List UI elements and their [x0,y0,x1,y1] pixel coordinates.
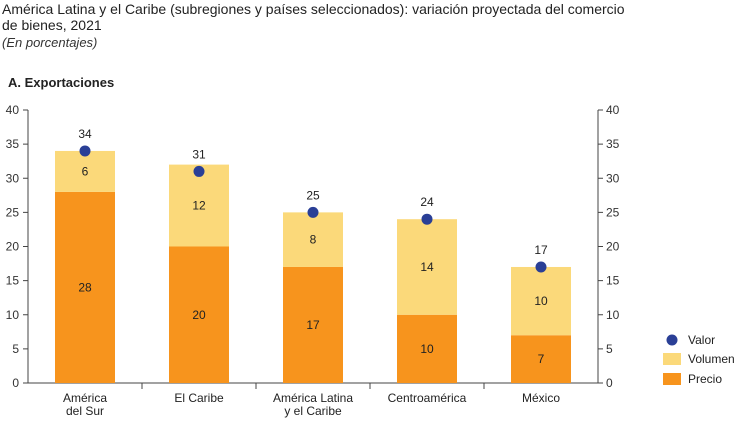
chart-title: América Latina y el Caribe (subregiones … [2,1,625,33]
bar-volumen-label: 8 [310,233,317,247]
bar-precio-label: 17 [306,318,320,332]
bar-precio-label: 10 [420,342,434,356]
legend-precio-marker [663,373,681,385]
y-tick-label-right: 20 [606,240,620,254]
valor-label: 25 [306,188,320,202]
valor-dot [535,261,547,273]
chart-subtitle: (En porcentajes) [2,35,98,50]
valor-dot [307,206,319,218]
y-tick-label-left: 15 [6,274,20,288]
bar-precio [55,191,115,383]
bar-precio [511,335,571,383]
x-category-label: El Caribe [174,391,224,405]
y-tick-label-right: 25 [606,205,620,219]
y-tick-label-left: 25 [6,205,20,219]
valor-dot [193,165,205,177]
valor-label: 24 [420,195,434,209]
y-tick-label-right: 0 [606,376,613,390]
bar-volumen [397,219,457,315]
y-tick-label-left: 30 [6,171,20,185]
bar-volumen-label: 6 [82,164,89,178]
panel-label: A. Exportaciones [8,75,115,90]
valor-label: 34 [78,127,92,141]
bar-volumen [283,212,343,267]
bar-precio [397,314,457,383]
bar-volumen [55,150,115,192]
y-tick-label-right: 10 [606,308,620,322]
legend-valor-label: Valor [688,333,715,347]
bar-precio-label: 20 [192,308,206,322]
y-tick-label-left: 0 [12,376,19,390]
valor-dot [421,213,433,225]
bar-precio [283,266,343,383]
y-tick-label-right: 40 [606,103,620,117]
y-tick-label-left: 10 [6,308,20,322]
bar-volumen [511,266,571,336]
bar-precio [169,246,229,383]
x-category-label: América Latina y el Caribe [273,391,353,418]
legend-volumen-label: Volumen [688,352,735,366]
bar-volumen [169,164,229,247]
bar-volumen-label: 14 [420,260,434,274]
y-tick-label-right: 30 [606,171,620,185]
y-tick-label-right: 15 [606,274,620,288]
bar-precio-label: 28 [78,280,92,294]
y-tick-label-left: 40 [6,103,20,117]
x-category-label: Centroamérica [388,391,467,405]
bar-volumen-label: 10 [534,294,548,308]
bar-precio-label: 7 [538,352,545,366]
legend-valor-marker [666,334,678,346]
legend-precio-label: Precio [688,372,722,386]
y-tick-label-left: 5 [12,342,19,356]
valor-label: 17 [534,243,548,257]
x-category-label: América del Sur [63,391,107,418]
bar-volumen-label: 12 [192,199,206,213]
y-tick-label-right: 35 [606,137,620,151]
y-tick-label-right: 5 [606,342,613,356]
valor-label: 31 [192,147,206,161]
x-category-label: México [522,391,560,405]
legend-volumen-marker [663,353,681,365]
y-tick-label-left: 20 [6,240,20,254]
valor-dot [79,145,91,157]
y-tick-label-left: 35 [6,137,20,151]
